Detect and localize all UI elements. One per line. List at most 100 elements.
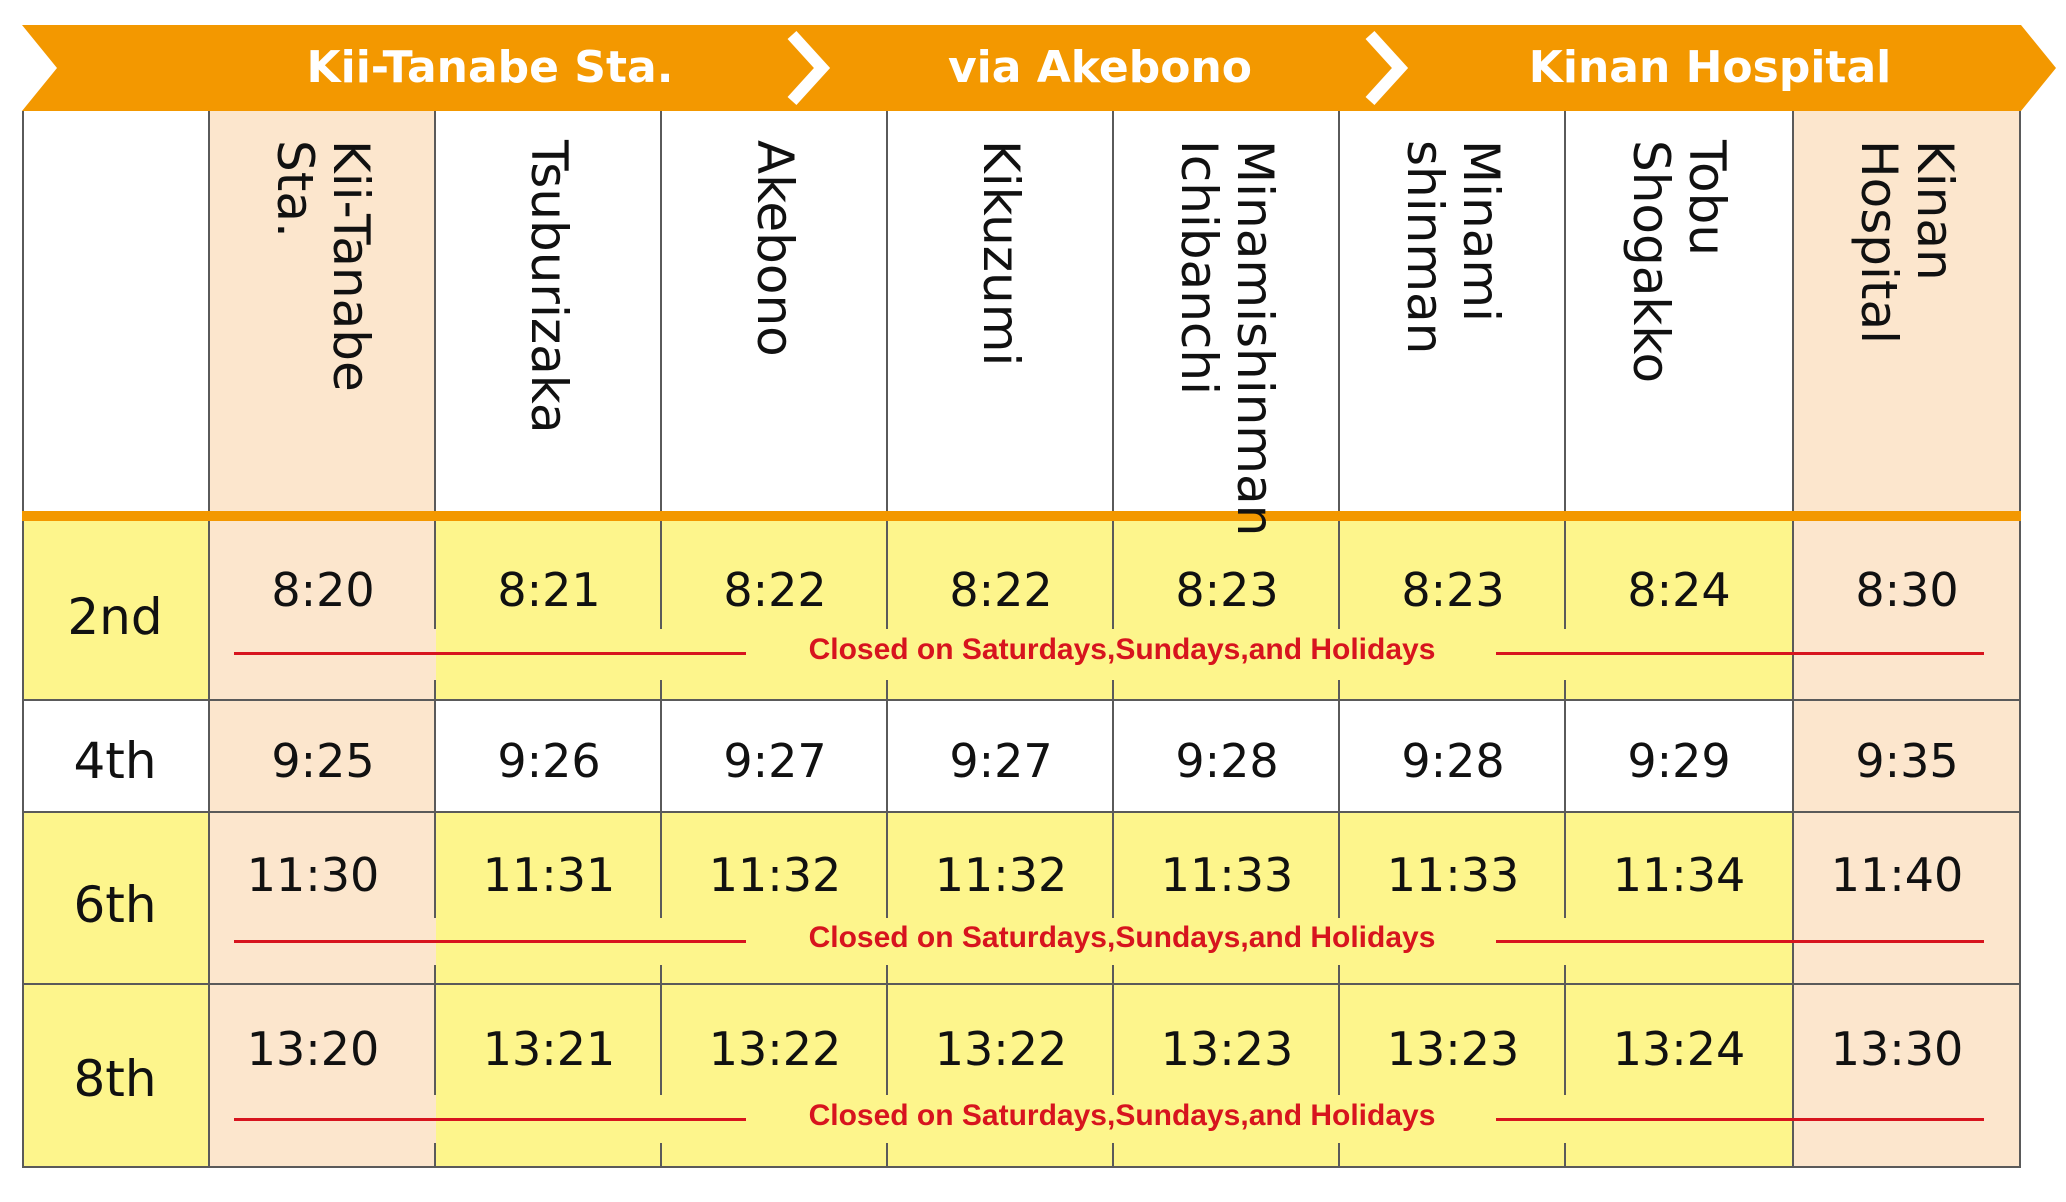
stop-header-kinan-hospital: Kinan Hospital	[1850, 140, 1964, 345]
time-cell: 13:23	[1386, 1022, 1520, 1076]
grid-line	[208, 521, 210, 1168]
time-cell: 13:24	[1612, 1022, 1746, 1076]
time-cell: 11:32	[708, 848, 842, 902]
grid-line	[886, 1143, 888, 1168]
grid-line	[434, 813, 436, 918]
closed-line-left	[234, 652, 746, 655]
grid-line	[434, 521, 436, 629]
grid-line	[660, 521, 662, 629]
header-bg-first	[210, 111, 436, 511]
grid-line	[434, 965, 436, 985]
time-cell: 8:30	[1855, 563, 1959, 617]
grid-line	[1792, 521, 1794, 1168]
time-cell: 8:24	[1627, 563, 1731, 617]
row-separator	[22, 699, 2021, 701]
timetable-frame	[22, 111, 2021, 1168]
time-cell: 9:28	[1401, 734, 1505, 788]
grid-line	[1564, 813, 1566, 918]
time-cell: 11:40	[1830, 848, 1964, 902]
grid-line	[1564, 965, 1566, 985]
stop-header-minamishinman-ichibanchi: Minamishinman Ichibanchi	[1170, 140, 1284, 537]
grid-line	[1564, 985, 1566, 1095]
banner-arrow-shape	[22, 25, 2056, 111]
grid-line	[886, 521, 888, 629]
time-cell: 9:29	[1627, 734, 1731, 788]
trip-label-8th: 8th	[73, 1050, 157, 1108]
time-cell: 8:21	[497, 563, 601, 617]
grid-line	[660, 985, 662, 1095]
grid-line	[660, 701, 662, 813]
grid-line	[208, 111, 210, 511]
time-cell: 9:27	[723, 734, 827, 788]
header-bg-last	[1794, 111, 2021, 511]
grid-line	[1564, 701, 1566, 813]
closed-line-right	[1496, 1118, 1984, 1121]
time-cell: 9:25	[271, 734, 375, 788]
grid-line	[1112, 985, 1114, 1095]
grid-line	[1338, 813, 1340, 918]
closed-note-6th: Closed on Saturdays,Sundays,and Holidays	[808, 921, 1436, 954]
route-banner: Kii-Tanabe Sta. via Akebono Kinan Hospit…	[0, 25, 2066, 111]
grid-line	[1112, 813, 1114, 918]
banner-origin: Kii-Tanabe Sta.	[306, 42, 674, 93]
time-cell: 11:30	[246, 848, 380, 902]
grid-line	[886, 985, 888, 1095]
stop-header-akebono: Akebono	[746, 140, 804, 357]
time-cell: 8:23	[1175, 563, 1279, 617]
grid-line	[1112, 1143, 1114, 1168]
grid-line	[1564, 680, 1566, 701]
stop-header-kii-tanabe: Kii-Tanabe Sta.	[266, 140, 380, 392]
grid-line	[1564, 521, 1566, 629]
grid-line	[886, 701, 888, 813]
grid-line	[1112, 680, 1114, 701]
grid-line	[1112, 111, 1114, 511]
time-cell: 9:28	[1175, 734, 1279, 788]
time-cell: 13:20	[246, 1022, 380, 1076]
time-cell: 11:31	[482, 848, 616, 902]
grid-line	[886, 965, 888, 985]
banner-via: via Akebono	[947, 42, 1253, 93]
time-cell: 8:20	[271, 563, 375, 617]
grid-line	[1112, 701, 1114, 813]
time-cell: 13:21	[482, 1022, 616, 1076]
grid-line	[434, 111, 436, 511]
grid-line	[1564, 1143, 1566, 1168]
time-cell: 11:34	[1612, 848, 1746, 902]
grid-line	[886, 111, 888, 511]
grid-line	[1338, 985, 1340, 1095]
time-cell: 13:22	[708, 1022, 842, 1076]
header-divider	[22, 511, 2021, 521]
grid-line	[1338, 111, 1340, 511]
grid-line	[660, 111, 662, 511]
grid-line	[434, 680, 436, 701]
closed-line-left	[234, 1118, 746, 1121]
grid-line	[660, 680, 662, 701]
row-separator	[22, 983, 2021, 985]
closed-line-left	[234, 940, 746, 943]
closed-line-right	[1496, 652, 1984, 655]
col-bg-last	[1794, 521, 2021, 1168]
stop-header-minami-shinman: Minami shinman	[1396, 140, 1510, 355]
closed-line-right	[1496, 940, 1984, 943]
closed-note-8th: Closed on Saturdays,Sundays,and Holidays	[808, 1099, 1436, 1132]
stop-header-tobu-shogakko: Tobu Shogakko	[1622, 140, 1736, 384]
time-cell: 8:23	[1401, 563, 1505, 617]
time-cell: 8:22	[723, 563, 827, 617]
grid-line	[886, 680, 888, 701]
trip-label-2nd: 2nd	[67, 588, 163, 646]
stop-header-tsuburizaka: Tsuburizaka	[520, 140, 578, 434]
grid-line	[1338, 701, 1340, 813]
grid-line	[1112, 521, 1114, 629]
time-cell: 11:33	[1160, 848, 1294, 902]
grid-line	[1338, 965, 1340, 985]
time-cell: 13:23	[1160, 1022, 1294, 1076]
time-cell: 9:27	[949, 734, 1053, 788]
grid-line	[434, 1143, 436, 1168]
trip-label-4th: 4th	[73, 732, 157, 790]
time-cell: 13:22	[934, 1022, 1068, 1076]
grid-line	[1338, 1143, 1340, 1168]
closed-note-2nd: Closed on Saturdays,Sundays,and Holidays	[808, 633, 1436, 666]
grid-line	[1112, 965, 1114, 985]
row-separator	[22, 811, 2021, 813]
grid-line	[660, 965, 662, 985]
